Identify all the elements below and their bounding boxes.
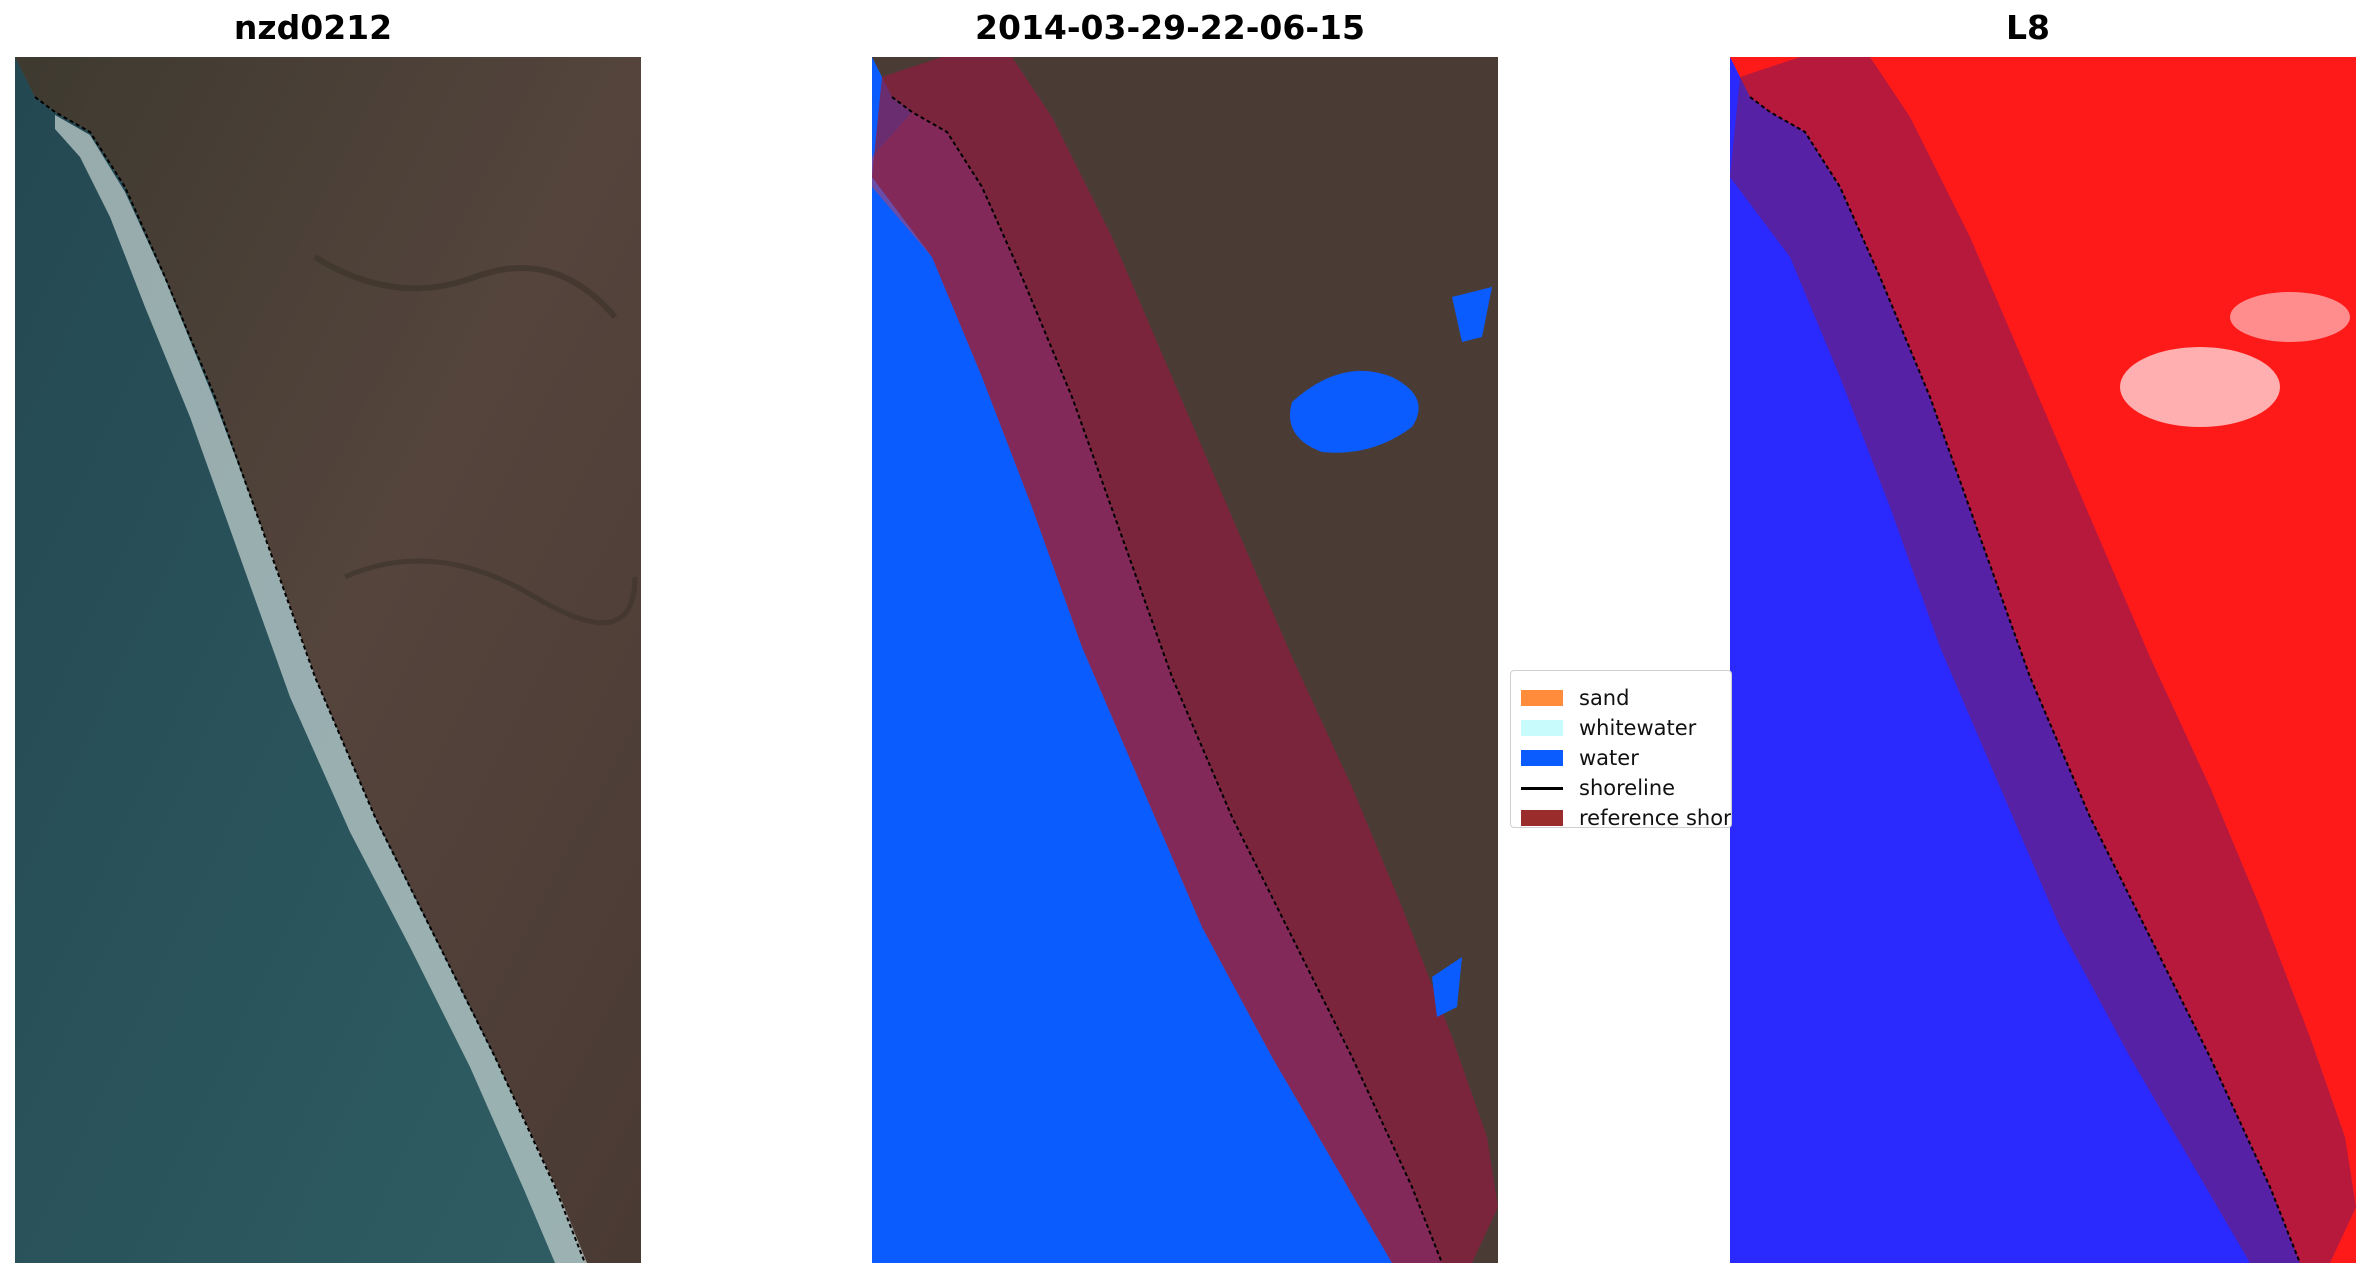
panel-title-date: 2014-03-29-22-06-15 — [975, 8, 1365, 47]
reference-shoreline-swatch — [1521, 810, 1563, 826]
sand-swatch — [1521, 690, 1563, 706]
legend-item-sand: sand — [1521, 685, 1629, 711]
legend-label: water — [1579, 746, 1639, 770]
panel-title-sensor: L8 — [2006, 8, 2050, 47]
shoreline-line-swatch — [1521, 786, 1563, 790]
legend-item-shoreline: shoreline — [1521, 775, 1675, 801]
legend-label: reference shoreline — [1579, 806, 1732, 828]
panel-title-rgb: nzd0212 — [233, 8, 393, 47]
legend-item-water: water — [1521, 745, 1639, 771]
classification-image — [872, 57, 1498, 1263]
panel-rgb: nzd0212 — [0, 0, 641, 1283]
index-image — [1730, 57, 2356, 1263]
water-swatch — [1521, 750, 1563, 766]
legend-label: whitewater — [1579, 716, 1697, 740]
legend-label: shoreline — [1579, 776, 1676, 800]
whitewater-swatch — [1521, 720, 1563, 736]
legend-item-whitewater: whitewater — [1521, 715, 1696, 741]
legend: sand whitewater water shoreline referenc… — [1510, 670, 1732, 828]
panel-index: L8 — [1715, 0, 2356, 1283]
rgb-satellite-image — [15, 57, 641, 1263]
panel-classification: 2014-03-29-22-06-15 — [857, 0, 1498, 1283]
legend-item-reference-shoreline: reference shoreline — [1521, 805, 1732, 828]
legend-label: sand — [1579, 686, 1630, 710]
